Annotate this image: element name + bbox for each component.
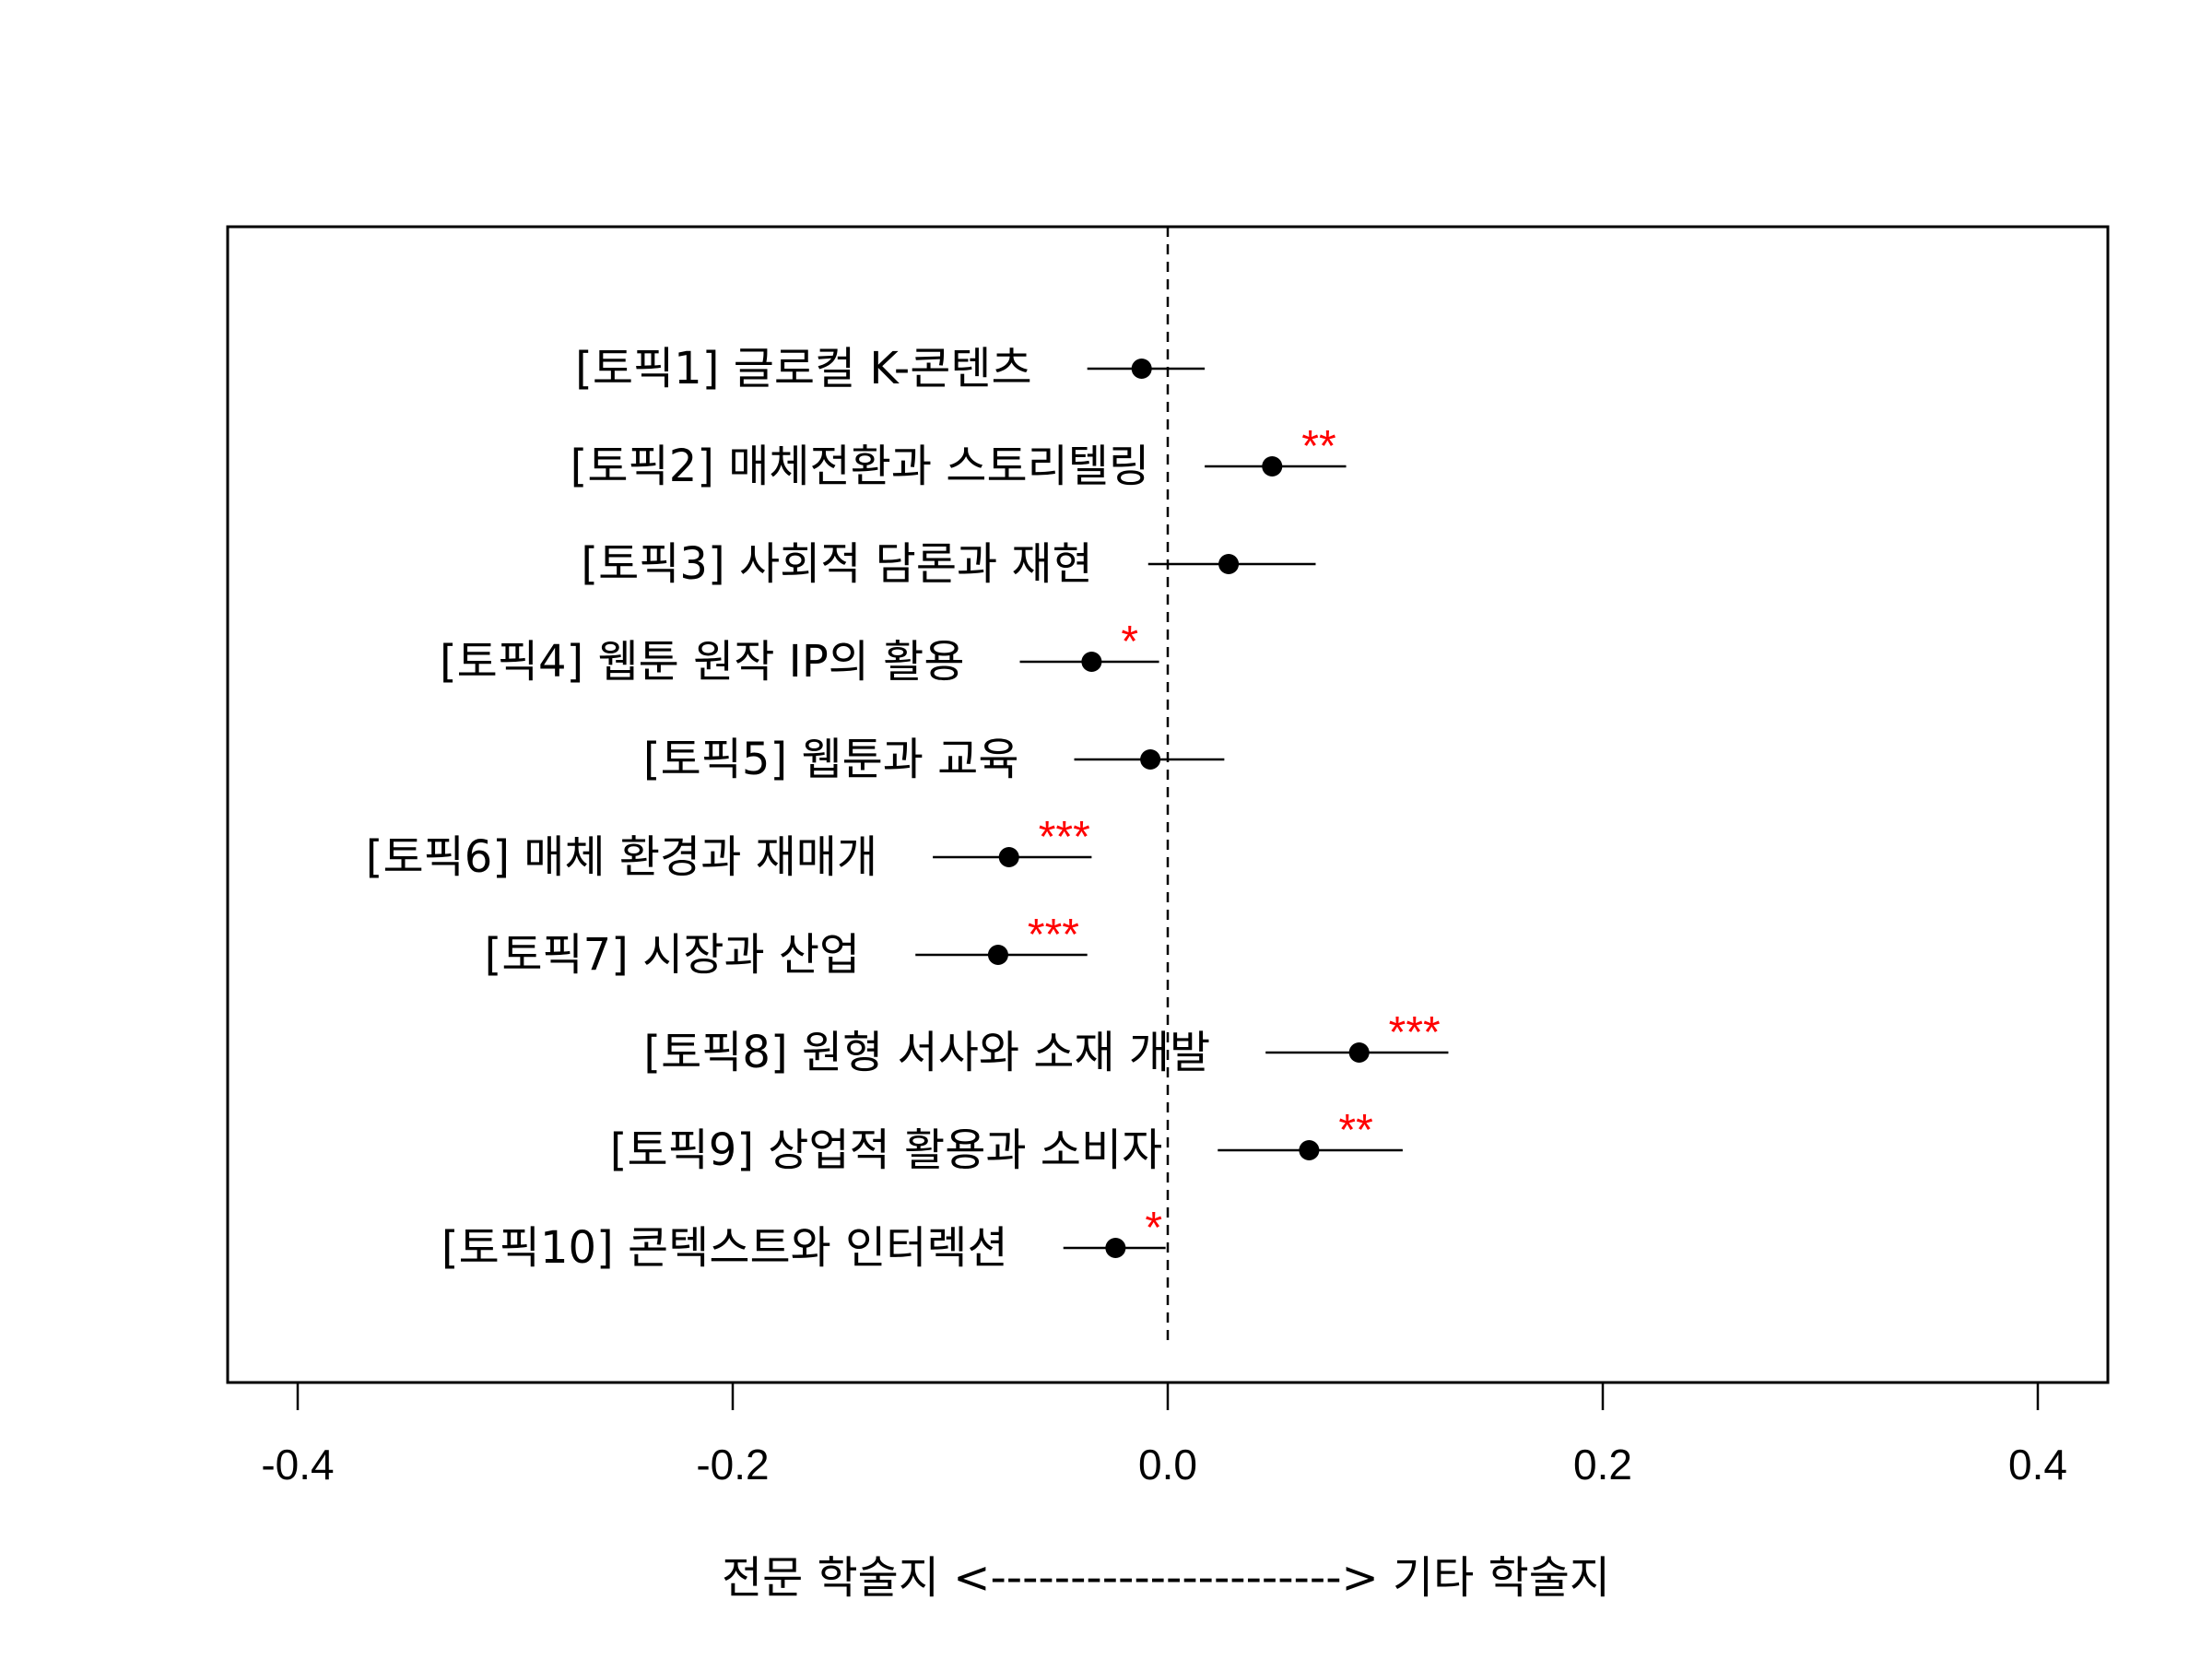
x-tick-label: 0.4 [2008,1441,2067,1488]
topic-labels: [토픽1] 글로컬 K-콘텐츠 [토픽2] 매체전환과 스토리텔링 [토픽3] 사회… [366,343,1210,1274]
point-estimate [1218,554,1240,574]
topic-estimates: *************** [915,359,1449,1258]
topic-label: [토픽6] 매체 환경과 재매개 [366,831,877,883]
topic-label: [토픽1] 글로컬 K-콘텐츠 [575,343,1032,394]
topic-label: [토픽3] 사회적 담론과 재현 [581,538,1092,590]
x-tick-label: 0.0 [1138,1441,1197,1488]
x-tick-label: -0.2 [696,1441,769,1488]
point-estimate [1081,652,1102,672]
point-estimate [1299,1140,1320,1160]
significance-stars: ** [1338,1106,1372,1155]
significance-stars: * [1121,618,1138,666]
significance-stars: ** [1301,422,1335,471]
topic-label: [토픽10] 콘텍스트와 인터렉션 [441,1222,1008,1274]
significance-stars: *** [1028,911,1079,959]
topic-label: [토픽5] 웹툰과 교육 [643,734,1019,785]
topic-label: [토픽2] 매체전환과 스토리텔링 [571,441,1149,492]
point-estimate [1140,749,1161,770]
x-tick-label: 0.2 [1573,1441,1632,1488]
point-estimate [1131,359,1152,379]
x-axis-title: 전문 학술지 <----------------------> 기타 학술지 [722,1552,1610,1604]
topic-label: [토픽7] 시장과 산업 [485,929,861,981]
x-tick-label: -0.4 [261,1441,334,1488]
point-estimate [998,847,1019,867]
x-axis: -0.4 -0.2 0.0 0.2 0.4 [261,1381,2067,1488]
point-estimate [1348,1042,1370,1063]
topic-label: [토픽8] 원형 서사와 소재 개발 [643,1027,1210,1078]
significance-stars: * [1145,1204,1162,1253]
significance-stars: *** [1039,813,1090,862]
point-estimate [987,945,1008,965]
topic-label: [토픽4] 웹툰 원작 IP의 활용 [440,636,965,688]
point-estimate [1105,1238,1126,1258]
point-estimate [1262,456,1283,477]
topic-label: [토픽9] 상업적 활용과 소비자 [610,1124,1163,1176]
significance-stars: *** [1389,1008,1441,1057]
